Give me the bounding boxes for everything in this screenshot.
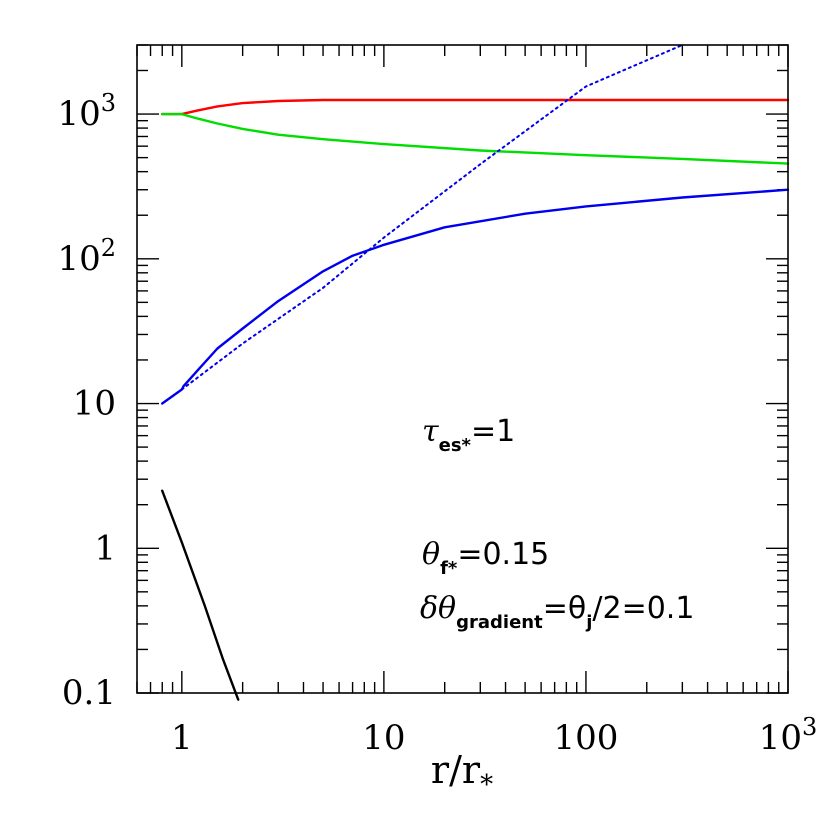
x-tick-label: 10 [362,718,405,758]
tau-rest: =1 [471,414,515,449]
series-line-2 [160,112,790,165]
gradient-sub2: j [585,612,592,633]
x-axis-label-star: * [480,770,493,800]
theta-rest: =0.15 [457,537,549,572]
y-tick-label: 102 [57,234,116,279]
annotation-theta: θf*=0.15 [422,537,549,579]
x-axis-label: r/r* [431,748,493,800]
gradient-sub: gradient [456,612,543,633]
theta-symbol: θ [422,537,440,572]
series-line-4 [180,44,684,391]
series-line-5 [160,489,240,701]
x-tick-label: 103 [759,713,818,758]
tau-sub: es* [439,435,472,456]
x-tick-label-exponent: 3 [802,713,817,741]
gradient-symbol: δθ [420,591,456,626]
plot-frame [136,44,789,694]
gradient-mid: =θ [543,591,587,626]
series-line-1 [160,98,790,116]
y-tick-label: 103 [57,89,116,134]
y-tick-label: 0.1 [62,673,116,713]
series-line-3 [160,188,790,405]
x-tick-label: 100 [553,718,618,758]
gradient-rest: /2=0.1 [592,591,694,626]
y-tick-label: 1 [94,528,116,568]
y-tick-label: 10 [73,384,116,424]
x-axis-label-main: r/r [431,748,481,792]
y-tick-label-exponent: 3 [101,89,116,117]
tau-symbol: τ [422,414,439,449]
y-tick-label-exponent: 2 [101,234,116,262]
x-tick-label: 1 [171,718,193,758]
theta-sub: f* [440,558,458,579]
annotation-gradient: δθgradient=θj/2=0.1 [420,591,694,633]
series-lines [160,44,790,701]
annotation-tau: τes*=1 [422,414,515,456]
